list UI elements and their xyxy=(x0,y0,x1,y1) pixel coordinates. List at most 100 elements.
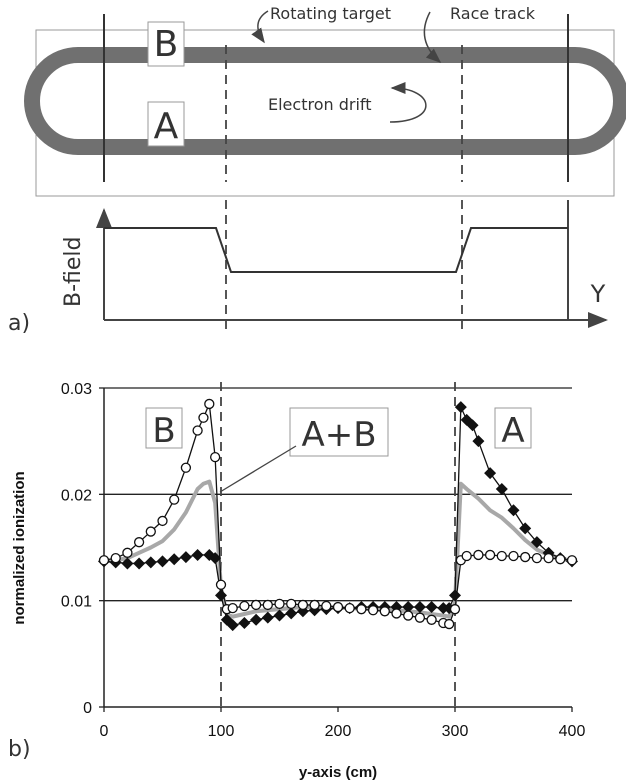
b-field-label: B-field xyxy=(61,236,86,307)
annotation-a: A xyxy=(501,411,524,451)
data-point-circle xyxy=(215,579,227,590)
label-a: A xyxy=(154,106,179,147)
data-point-circle xyxy=(262,599,273,611)
data-point-diamond xyxy=(144,556,157,569)
data-point-circle xyxy=(169,494,180,505)
data-point-circle xyxy=(239,600,250,612)
data-point-circle xyxy=(391,608,402,619)
electron-drift-arrow xyxy=(389,82,427,123)
data-point-circle xyxy=(496,550,507,562)
data-point-circle xyxy=(531,552,543,564)
panel-a-label: a) xyxy=(8,311,30,336)
annotation-a-plus-b-box xyxy=(289,407,389,457)
data-point-circle xyxy=(274,598,285,610)
data-point-circle xyxy=(321,600,332,612)
data-point-diamond xyxy=(413,601,426,614)
data-point-circle xyxy=(367,605,379,616)
series-layer xyxy=(98,398,578,632)
race-track-arrow xyxy=(423,11,442,63)
data-point-diamond xyxy=(495,483,508,496)
annotation-b-box xyxy=(145,407,183,449)
data-point-circle xyxy=(309,599,320,611)
data-point-circle xyxy=(414,612,426,623)
annotation-b: B xyxy=(152,411,175,451)
y-tick-label: 0.02 xyxy=(61,487,92,504)
rotating-target-arrow xyxy=(251,10,269,44)
data-point-circle xyxy=(484,549,496,561)
x-tick-label: 100 xyxy=(208,723,235,740)
data-point-circle xyxy=(180,462,192,473)
data-point-diamond xyxy=(133,557,146,570)
x-tick-label: 200 xyxy=(325,723,352,740)
data-point-diamond xyxy=(472,435,485,448)
data-point-circle xyxy=(198,412,209,423)
label-b: B xyxy=(154,24,179,65)
data-point-circle xyxy=(508,550,519,562)
data-point-circle xyxy=(204,398,215,410)
data-point-diamond xyxy=(238,616,251,629)
data-point-circle xyxy=(461,550,472,562)
data-point-circle xyxy=(157,515,168,527)
annotation-a-plus-b: A+B xyxy=(301,415,376,455)
data-point-circle xyxy=(379,606,390,617)
data-point-circle xyxy=(403,610,414,621)
data-point-diamond xyxy=(454,401,467,414)
grid xyxy=(104,387,572,602)
x-axis-title: y-axis (cm) xyxy=(299,764,377,781)
rotating-target-label: Rotating target xyxy=(270,4,391,23)
y-tick-label: 0 xyxy=(83,700,92,717)
data-point-circle xyxy=(133,537,145,548)
data-point-diamond xyxy=(484,467,497,480)
data-point-circle xyxy=(543,552,554,564)
data-point-circle xyxy=(192,425,203,436)
label-b-box xyxy=(147,21,185,67)
panel-a: B A Rotating target Race track Electron … xyxy=(8,4,626,336)
data-point-diamond xyxy=(285,607,298,620)
data-point-diamond xyxy=(261,611,274,624)
x-tick-label: 300 xyxy=(442,723,469,740)
series-0 xyxy=(98,398,578,630)
data-point-diamond xyxy=(402,601,415,614)
data-point-circle xyxy=(98,555,110,566)
data-point-diamond xyxy=(209,552,222,565)
label-a-box xyxy=(147,101,185,147)
data-point-circle xyxy=(122,547,133,558)
data-point-diamond xyxy=(156,555,169,568)
annotation-pointer xyxy=(219,445,297,493)
data-point-circle xyxy=(250,599,262,611)
data-point-circle xyxy=(227,602,238,614)
data-point-diamond xyxy=(179,551,192,564)
y-tick-label: 0.01 xyxy=(61,594,92,611)
y-tick-label: 0.03 xyxy=(61,381,92,398)
data-point-diamond xyxy=(507,504,520,517)
data-point-diamond xyxy=(519,522,532,535)
boundary-lines xyxy=(220,382,456,707)
data-point-circle xyxy=(566,555,578,566)
data-point-diamond xyxy=(425,601,438,614)
panel-b-label: b) xyxy=(8,737,31,762)
y-axis-title: normalized ionization xyxy=(11,471,28,624)
x-tick-label: 0 xyxy=(100,723,109,740)
x-tick-label: 400 xyxy=(559,723,586,740)
data-point-diamond xyxy=(273,609,286,622)
data-point-circle xyxy=(473,549,484,561)
series-line xyxy=(103,401,573,625)
race-track-label: Race track xyxy=(450,4,536,23)
data-point-circle xyxy=(286,598,297,610)
data-point-diamond xyxy=(191,548,204,561)
b-field-profile xyxy=(104,227,568,273)
race-track xyxy=(24,47,626,155)
data-point-circle xyxy=(443,618,455,630)
data-point-circle xyxy=(110,552,121,564)
data-point-circle xyxy=(356,604,367,615)
y-label: Y xyxy=(590,280,606,308)
data-point-diamond xyxy=(466,419,479,432)
panel-b-chart: 0 0.01 0.02 0.03 0 100 200 300 400 B A+B A norma… xyxy=(8,381,585,781)
data-point-circle xyxy=(332,601,344,613)
data-point-diamond xyxy=(530,536,543,549)
data-point-circle xyxy=(297,599,309,611)
data-point-circle xyxy=(209,451,221,463)
data-point-diamond xyxy=(226,619,239,632)
ticks: 0 0.01 0.02 0.03 0 100 200 300 400 xyxy=(61,381,586,740)
